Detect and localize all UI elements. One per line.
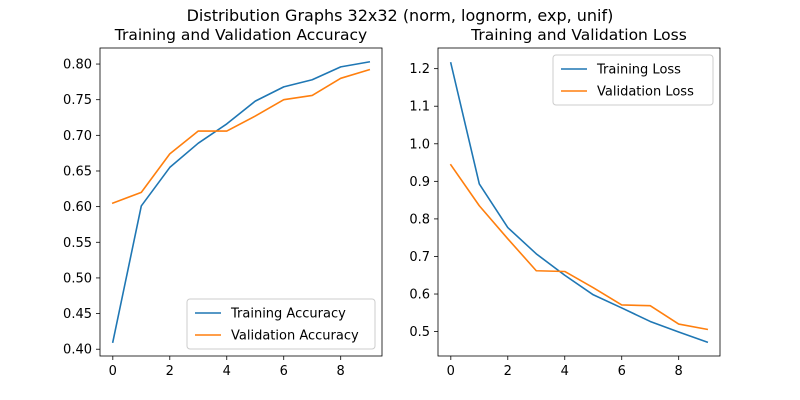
accuracy-y-tick-label: 0.45 xyxy=(63,307,92,322)
accuracy-legend-label: Validation Accuracy xyxy=(231,329,359,344)
accuracy-legend-label: Training Accuracy xyxy=(230,307,346,322)
accuracy-y-tick-label: 0.50 xyxy=(63,271,92,286)
loss-series-line-training xyxy=(449,62,709,344)
accuracy-x-tick-label: 6 xyxy=(280,364,288,379)
loss-x-tick-label: 0 xyxy=(447,364,455,379)
loss-y-tick-label: 0.8 xyxy=(409,212,430,227)
accuracy-x-tick-label: 2 xyxy=(166,364,174,379)
accuracy-y-tick-label: 0.65 xyxy=(63,164,92,179)
loss-x-tick-label: 4 xyxy=(561,364,569,379)
loss-x-tick-label: 2 xyxy=(504,364,512,379)
accuracy-x-tick-label: 0 xyxy=(109,364,117,379)
accuracy-chart-title: Training and Validation Accuracy xyxy=(114,26,367,44)
accuracy-y-tick-label: 0.80 xyxy=(63,58,92,73)
accuracy-series-line-validation xyxy=(111,68,371,205)
loss-axes-frame xyxy=(437,47,721,357)
accuracy-chart: Training and Validation Accuracy 0 2 4 6 8 0.4… xyxy=(63,26,383,379)
figure-suptitle: Distribution Graphs 32x32 (norm, lognorm… xyxy=(187,6,614,25)
loss-legend: Training Loss Validation Loss xyxy=(552,54,714,106)
accuracy-legend: Training Accuracy Validation Accuracy xyxy=(186,298,376,350)
loss-legend-label: Training Loss xyxy=(596,63,681,78)
loss-legend-label: Validation Loss xyxy=(597,85,694,100)
loss-y-tick-label: 1.2 xyxy=(409,62,430,77)
loss-series-line-validation xyxy=(449,163,709,331)
accuracy-y-tick-label: 0.55 xyxy=(63,236,92,251)
accuracy-y-tick-label: 0.40 xyxy=(63,343,92,358)
loss-chart-title: Training and Validation Loss xyxy=(470,26,687,44)
accuracy-y-tick-label: 0.75 xyxy=(63,93,92,108)
loss-y-tick-label: 1.0 xyxy=(409,137,430,152)
accuracy-series-line-training xyxy=(111,60,371,344)
loss-chart: Training and Validation Loss 0 2 4 6 8 0.5 0.6 0… xyxy=(409,26,721,379)
loss-y-tick-label: 0.5 xyxy=(409,325,430,340)
accuracy-y-tick-label: 0.70 xyxy=(63,129,92,144)
loss-x-tick-label: 8 xyxy=(675,364,683,379)
loss-y-tick-label: 1.1 xyxy=(409,100,430,115)
loss-y-tick-label: 0.9 xyxy=(409,175,430,190)
loss-y-tick-label: 0.7 xyxy=(409,250,430,265)
accuracy-y-tick-label: 0.60 xyxy=(63,200,92,215)
accuracy-legend-box xyxy=(186,298,376,350)
loss-x-tick-label: 6 xyxy=(618,364,626,379)
loss-y-tick-label: 0.6 xyxy=(409,288,430,303)
loss-legend-box xyxy=(552,54,714,106)
accuracy-x-tick-label: 4 xyxy=(223,364,231,379)
accuracy-x-tick-label: 8 xyxy=(337,364,345,379)
accuracy-axes-frame xyxy=(99,47,383,357)
